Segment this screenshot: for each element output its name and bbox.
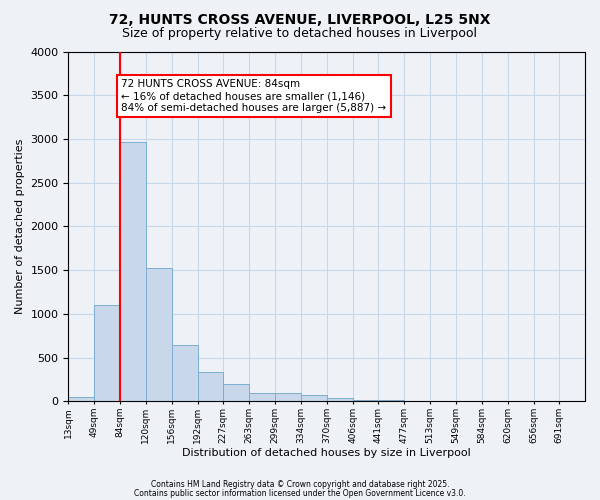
- Bar: [223, 384, 249, 402]
- Bar: [94, 305, 120, 402]
- Text: 72 HUNTS CROSS AVENUE: 84sqm
← 16% of detached houses are smaller (1,146)
84% of: 72 HUNTS CROSS AVENUE: 84sqm ← 16% of de…: [121, 80, 386, 112]
- Text: 72, HUNTS CROSS AVENUE, LIVERPOOL, L25 5NX: 72, HUNTS CROSS AVENUE, LIVERPOOL, L25 5…: [109, 12, 491, 26]
- Bar: [146, 268, 172, 402]
- X-axis label: Distribution of detached houses by size in Liverpool: Distribution of detached houses by size …: [182, 448, 471, 458]
- Bar: [275, 392, 301, 402]
- Bar: [68, 397, 94, 402]
- Bar: [327, 398, 353, 402]
- Bar: [249, 392, 275, 402]
- Bar: [301, 396, 327, 402]
- Bar: [378, 400, 404, 402]
- Y-axis label: Number of detached properties: Number of detached properties: [15, 139, 25, 314]
- Bar: [120, 142, 146, 402]
- Text: Contains HM Land Registry data © Crown copyright and database right 2025.: Contains HM Land Registry data © Crown c…: [151, 480, 449, 489]
- Bar: [353, 400, 378, 402]
- Bar: [198, 372, 223, 402]
- Text: Size of property relative to detached houses in Liverpool: Size of property relative to detached ho…: [122, 28, 478, 40]
- Text: Contains public sector information licensed under the Open Government Licence v3: Contains public sector information licen…: [134, 488, 466, 498]
- Bar: [172, 344, 198, 402]
